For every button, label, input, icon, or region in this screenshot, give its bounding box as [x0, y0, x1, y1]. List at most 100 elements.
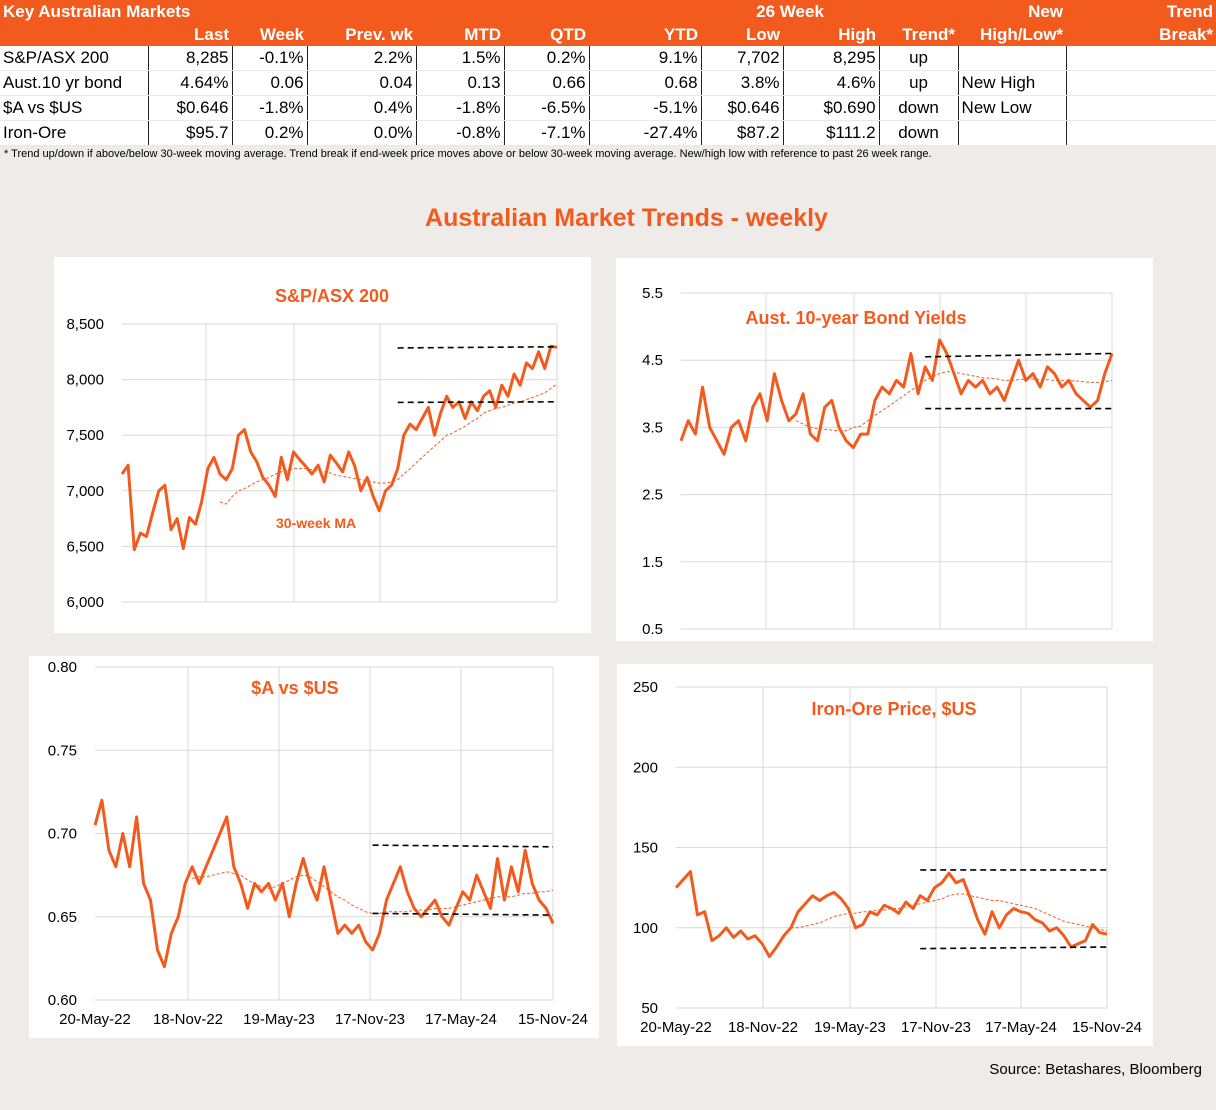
cell: -0.1% — [232, 46, 308, 71]
range-band-line — [920, 946, 1108, 950]
cell: -1.8% — [232, 95, 308, 121]
col-header: Break* — [1066, 23, 1216, 46]
col-header: Trend* — [879, 23, 959, 46]
cell: 0.06 — [232, 70, 308, 96]
cell: New Low — [958, 95, 1067, 121]
cell: -1.8% — [416, 95, 505, 121]
x-tick-label: 17-May-24 — [425, 1011, 497, 1028]
y-tick-label: 8,000 — [66, 372, 104, 389]
y-tick-label: 100 — [633, 920, 658, 937]
table-header-row-2: Last Week Prev. wk MTD QTD YTD Low High … — [0, 23, 1216, 46]
y-tick-label: 3.5 — [642, 419, 663, 436]
row-name: Iron-Ore — [0, 120, 149, 146]
x-tick-label: 18-Nov-22 — [728, 1019, 798, 1036]
y-tick-label: 2.5 — [642, 487, 663, 504]
cell: 2.2% — [307, 46, 417, 71]
week26-header: 26 Week — [701, 0, 880, 23]
cell: 4.6% — [783, 70, 880, 96]
table-row: S&P/ASX 200 8,285 -0.1% 2.2% 1.5% 0.2% 9… — [0, 46, 1216, 71]
y-tick-label: 150 — [633, 840, 658, 857]
x-tick-label: 19-May-23 — [814, 1019, 886, 1036]
col-header: Prev. wk — [307, 23, 417, 46]
cell: New High — [958, 70, 1067, 96]
chart-panel-asx: 6,000 6,500 7,000 7,500 8,000 8,500 S&P/ASX 20… — [54, 257, 591, 633]
x-tick-label: 18-Nov-22 — [153, 1011, 223, 1028]
col-header: MTD — [416, 23, 505, 46]
cell: 7,702 — [701, 46, 784, 71]
cell — [1066, 95, 1216, 121]
col-header: YTD — [589, 23, 702, 46]
y-tick-label: 1.5 — [642, 554, 663, 571]
y-tick-label: 50 — [641, 1000, 658, 1017]
x-tick-label: 20-May-22 — [59, 1011, 131, 1028]
table-title: Key Australian Markets — [0, 0, 308, 23]
table-footnote: * Trend up/down if above/below 30-week m… — [4, 148, 932, 160]
cell: up — [879, 46, 959, 71]
cell: $87.2 — [701, 120, 784, 146]
cell: 0.04 — [307, 70, 417, 96]
cell: -27.4% — [589, 120, 702, 146]
cell: -6.5% — [504, 95, 590, 121]
cell: 8,285 — [148, 46, 233, 71]
new-header: New — [958, 0, 1067, 23]
aud-chart: 0.60 0.65 0.70 0.75 0.80 20-May-22 18-Nov-22 19… — [48, 659, 588, 1028]
price-line — [93, 798, 555, 969]
cell: 0.13 — [416, 70, 505, 96]
col-header: Last — [148, 23, 232, 46]
cell: -0.8% — [416, 120, 505, 146]
chart-panel-ironore: 50 100 150 200 250 20-May-22 18-Nov-22 19-May-2… — [617, 664, 1153, 1046]
range-band-line — [372, 844, 554, 848]
y-tick-label: 0.65 — [48, 909, 77, 926]
cell: 9.1% — [589, 46, 702, 71]
cell — [958, 46, 1067, 71]
y-tick-label: 4.5 — [642, 352, 663, 369]
key-markets-table: Key Australian Markets 26 Week New Trend… — [0, 0, 1216, 146]
moving-average-line — [790, 893, 1108, 932]
y-tick-label: 0.75 — [48, 742, 77, 759]
moving-average-line — [192, 871, 554, 914]
x-tick-label: 19-May-23 — [243, 1011, 315, 1028]
cell: down — [879, 120, 959, 146]
y-tick-label: 7,000 — [66, 483, 104, 500]
col-header: Low — [701, 23, 784, 46]
cell: $0.646 — [148, 95, 233, 121]
chart-title: Iron-Ore Price, $US — [811, 699, 976, 719]
y-tick-label: 6,500 — [66, 538, 104, 555]
y-tick-label: 0.80 — [48, 659, 77, 676]
y-tick-label: 7,500 — [66, 427, 104, 444]
moving-average-line — [219, 383, 558, 505]
main-title: Australian Market Trends - weekly — [425, 204, 828, 232]
col-header: High — [783, 23, 880, 46]
y-tick-label: 200 — [633, 759, 658, 776]
row-name: $A vs $US — [0, 95, 149, 121]
cell — [1066, 120, 1216, 146]
chart-title: $A vs $US — [251, 678, 338, 698]
range-band-line — [925, 352, 1113, 358]
cell: 0.2% — [232, 120, 308, 146]
row-name: S&P/ASX 200 — [0, 46, 149, 71]
moving-average-line — [795, 371, 1113, 432]
y-tick-label: 6,000 — [66, 594, 104, 611]
row-name: Aust.10 yr bond — [0, 70, 149, 96]
table-row: $A vs $US $0.646 -1.8% 0.4% -1.8% -6.5% … — [0, 95, 1216, 121]
chart-panel-aud: 0.60 0.65 0.70 0.75 0.80 20-May-22 18-Nov-22 19… — [29, 656, 599, 1038]
x-tick-label: 20-May-22 — [640, 1019, 712, 1036]
x-tick-label: 17-Nov-23 — [901, 1019, 971, 1036]
range-band-line — [397, 401, 558, 404]
range-band-line — [397, 345, 558, 349]
source-note: Source: Betashares, Bloomberg — [989, 1061, 1202, 1078]
x-tick-label: 17-May-24 — [985, 1019, 1057, 1036]
x-tick-label: 15-Nov-24 — [1072, 1019, 1142, 1036]
table-row: Aust.10 yr bond 4.64% 0.06 0.04 0.13 0.6… — [0, 70, 1216, 96]
y-tick-label: 250 — [633, 679, 658, 696]
chart-panel-bond: 0.5 1.5 2.5 3.5 4.5 5.5 Aust. 10-year Bond Yie… — [616, 258, 1153, 641]
cell: down — [879, 95, 959, 121]
cell — [1066, 46, 1216, 71]
cell: 1.5% — [416, 46, 505, 71]
table-row: Iron-Ore $95.7 0.2% 0.0% -0.8% -7.1% -27… — [0, 120, 1216, 146]
price-line — [120, 344, 558, 552]
cell — [958, 120, 1067, 146]
trend-header: Trend — [1066, 0, 1216, 23]
cell — [1066, 70, 1216, 96]
y-tick-label: 8,500 — [66, 316, 104, 333]
